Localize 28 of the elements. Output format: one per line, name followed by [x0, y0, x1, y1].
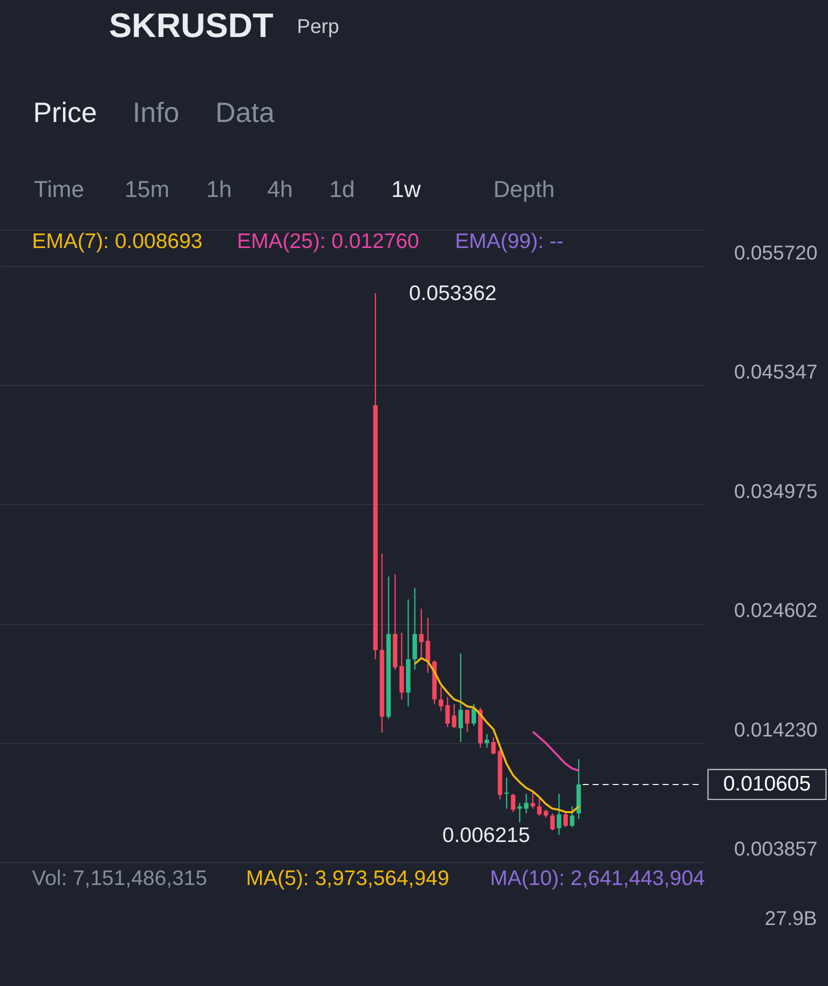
text: Perp	[296, 16, 340, 38]
y-tick-label: 0.034975	[734, 480, 818, 503]
annotation: 0.053362	[409, 282, 497, 305]
text: Price	[33, 97, 97, 128]
chart-title: SKRUSDT	[109, 7, 274, 45]
text: Vol: 7,151,486,315	[32, 867, 208, 890]
annotation: EMA(25): 0.012760	[237, 230, 420, 253]
annotation: EMA(99): --	[455, 230, 564, 253]
y-tick-label: 0.045347	[734, 362, 818, 384]
text: 1d	[329, 176, 355, 202]
y-tick-label: 0.024602	[734, 600, 818, 622]
text: 15m	[124, 176, 170, 202]
annotation: 0.006215	[442, 824, 530, 847]
text: MA(10): 2,641,443,904	[490, 867, 706, 890]
text: 1w	[391, 176, 422, 202]
annotation: EMA(7): 0.008693	[32, 230, 202, 253]
text: 1h	[206, 176, 232, 202]
text: 27.9B	[764, 908, 817, 930]
y-tick-label: 0.014230	[734, 719, 818, 742]
text: Info	[132, 97, 180, 128]
text: 4h	[267, 176, 293, 202]
y-tick-label: 0.003857	[734, 838, 818, 860]
ref-line-label: 0.010605	[723, 772, 811, 796]
text: Data	[215, 97, 275, 128]
text: Depth	[493, 176, 555, 202]
text: Time	[34, 176, 84, 202]
text: MA(5): 3,973,564,949	[246, 867, 450, 890]
y-tick-label: 0.055720	[734, 242, 818, 264]
